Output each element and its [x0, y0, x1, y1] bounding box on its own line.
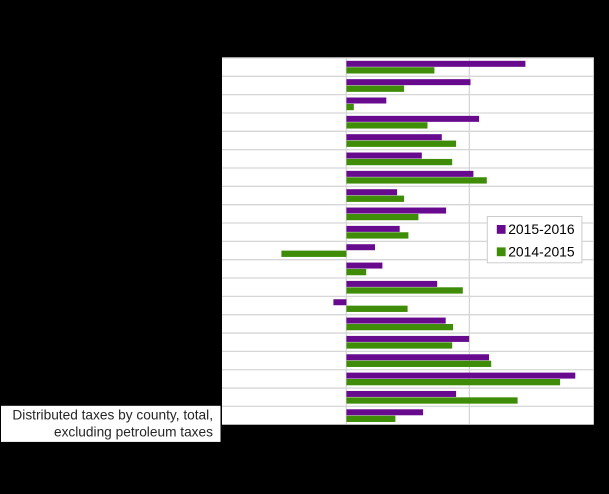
svg-text:excluding petroleum taxes: excluding petroleum taxes — [54, 425, 213, 440]
svg-text:2014-2015: 2014-2015 — [508, 243, 575, 259]
svg-text:Distributed taxes by county, t: Distributed taxes by county, total, — [12, 408, 213, 423]
svg-text:2015-2016: 2015-2016 — [508, 221, 575, 237]
